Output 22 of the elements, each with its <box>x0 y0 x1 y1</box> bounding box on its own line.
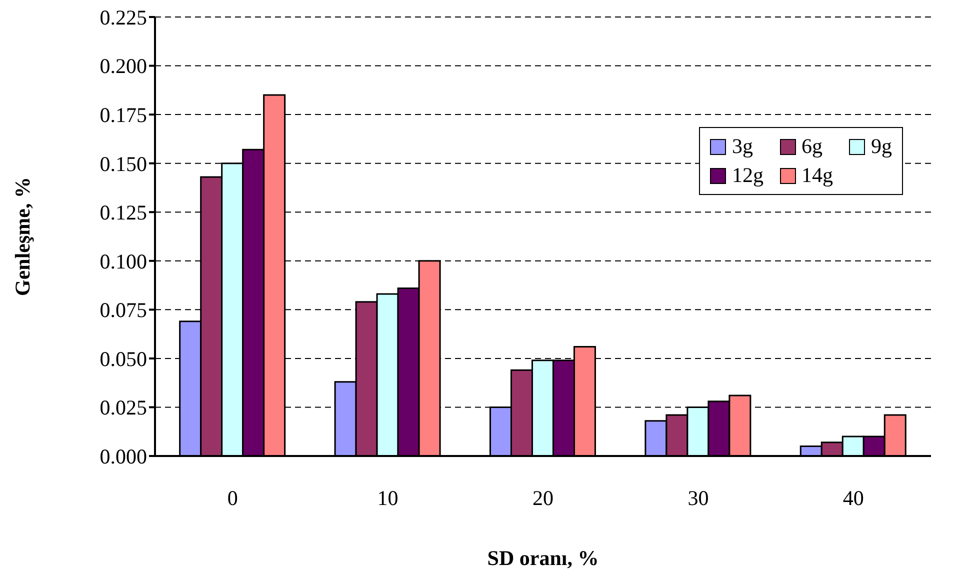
legend-label: 12g <box>732 163 764 188</box>
y-tick-label: 0.025 <box>100 396 147 420</box>
y-tick-label: 0.150 <box>100 152 147 176</box>
y-tick-label: 0.100 <box>100 249 147 274</box>
x-tick-label: 20 <box>532 486 554 510</box>
y-tick-label: 0.125 <box>100 200 147 225</box>
y-axis-title: Genleşme, % <box>10 177 34 296</box>
y-tick-label: 0.200 <box>100 54 147 78</box>
legend-label: 14g <box>802 163 833 188</box>
x-tick-label: 30 <box>688 486 709 510</box>
legend-label: 3g <box>732 134 753 159</box>
x-tick-label: 40 <box>842 486 864 510</box>
x-tick-label: 0 <box>227 486 238 510</box>
x-tick-label: 10 <box>377 486 398 510</box>
y-tick-label: 0.225 <box>100 5 147 30</box>
y-tick-label: 0.050 <box>100 346 147 371</box>
y-tick-label: 0.075 <box>100 298 147 322</box>
x-axis-title: SD oranı, % <box>487 546 599 570</box>
legend-label: 6g <box>802 134 822 159</box>
legend-label: 9g <box>871 134 892 159</box>
y-tick-label: 0.000 <box>100 444 147 468</box>
y-tick-label: 0.175 <box>100 103 147 128</box>
